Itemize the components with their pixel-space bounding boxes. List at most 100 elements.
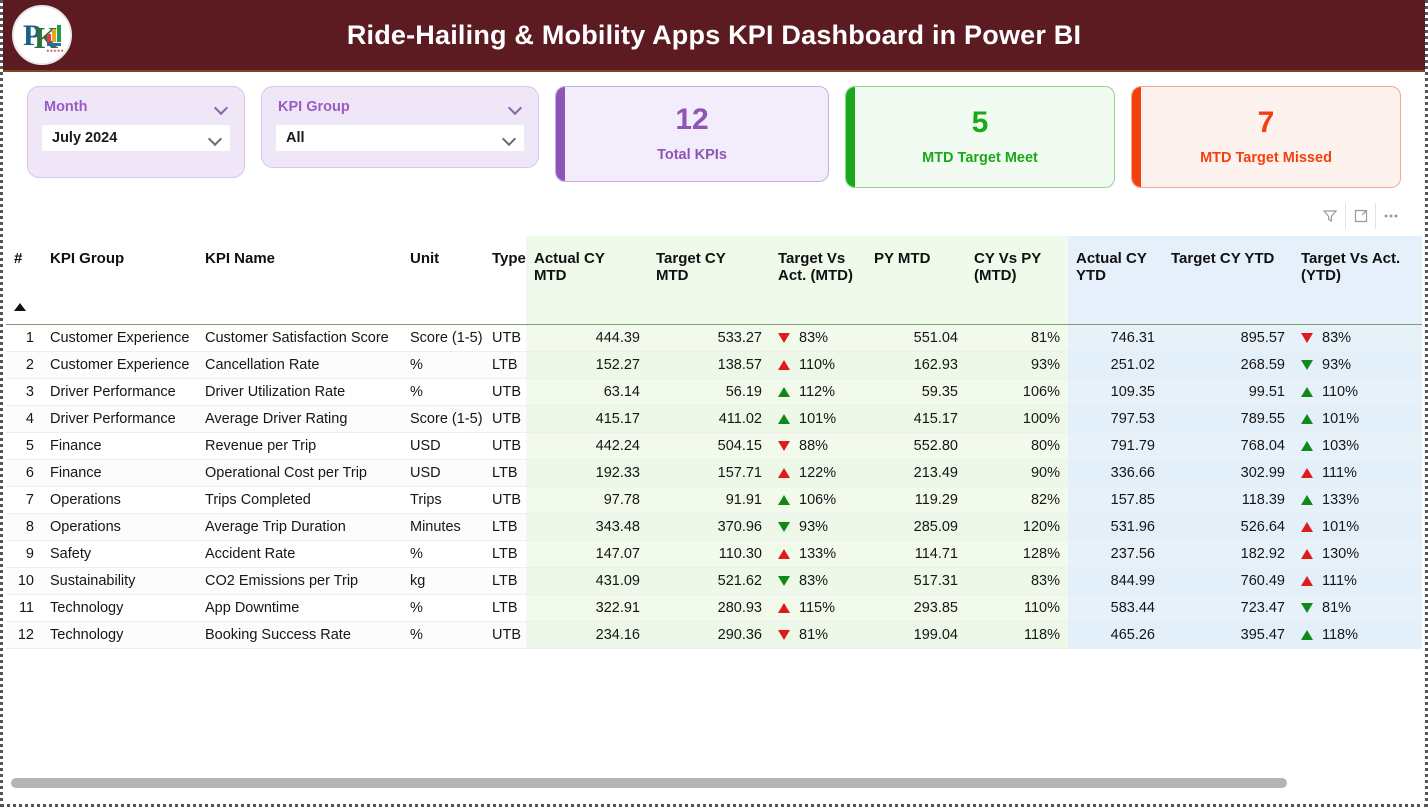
table-row[interactable]: 7 Operations Trips Completed Trips UTB 97.78 9… — [6, 486, 1422, 514]
svg-text:★★★★★: ★★★★★ — [46, 48, 64, 53]
cell-index: 2 — [6, 351, 42, 379]
cell-target-cy-ytd: 723.47 — [1163, 594, 1293, 622]
cell-py-mtd: 199.04 — [866, 621, 966, 649]
cell-index: 4 — [6, 405, 42, 433]
triangle-down-icon — [778, 440, 790, 451]
triangle-up-icon — [1301, 386, 1313, 397]
cell-actual-cy-ytd: 336.66 — [1068, 459, 1163, 487]
kpi-card-mtd-target-meet-value: 5 — [971, 106, 989, 139]
column-header-target-vs-act-ytd[interactable]: Target Vs Act. (YTD) — [1293, 236, 1422, 325]
cell-target-cy-mtd: 504.15 — [648, 432, 770, 460]
column-header-target-cy-mtd[interactable]: Target CY MTD — [648, 236, 770, 325]
table-row[interactable]: 2 Customer Experience Cancellation Rate% LT… — [6, 351, 1422, 379]
triangle-down-icon — [778, 575, 790, 586]
table-row[interactable]: 11 Technology App Downtime% LTB 322.91 280.93… — [6, 594, 1422, 622]
slicer-month[interactable]: Month July 2024 — [27, 86, 245, 178]
cell-unit: Trips — [402, 486, 484, 514]
cell-target-vs-act-ytd: 111% — [1293, 459, 1422, 487]
column-header-type[interactable]: Type — [484, 236, 526, 325]
table-row[interactable]: 3 Driver Performance Driver Utilization Ra… — [6, 378, 1422, 406]
cell-unit: % — [402, 378, 484, 406]
cell-kpi-group: Technology — [42, 621, 197, 649]
chevron-down-icon[interactable] — [209, 134, 222, 142]
triangle-down-icon — [1301, 332, 1313, 343]
cell-kpi-group: Driver Performance — [42, 405, 197, 433]
table-row[interactable]: 10 Sustainability CO2 Emissions per Trip kg… — [6, 567, 1422, 595]
slicer-kpi-group-dropdown[interactable]: All — [276, 125, 524, 151]
cell-target-cy-mtd: 521.62 — [648, 567, 770, 595]
cell-kpi-group: Finance — [42, 432, 197, 460]
sort-ascending-icon[interactable] — [14, 303, 26, 311]
kpi-card-mtd-target-meet[interactable]: 5 MTD Target Meet — [845, 86, 1115, 188]
cell-target-vs-act-mtd: 110% — [770, 351, 866, 379]
cell-actual-cy-ytd: 746.31 — [1068, 324, 1163, 352]
triangle-up-icon — [778, 467, 790, 478]
cell-target-cy-ytd: 789.55 — [1163, 405, 1293, 433]
cell-kpi-name: Customer Satisfaction Score — [197, 324, 402, 352]
kpi-table-container[interactable]: # KPI Group KPI Name Unit Type Actual CY… — [6, 236, 1422, 768]
kpi-card-mtd-target-missed[interactable]: 7 MTD Target Missed — [1131, 86, 1401, 188]
cell-py-mtd: 119.29 — [866, 486, 966, 514]
column-header-py-mtd[interactable]: PY MTD — [866, 236, 966, 325]
column-header-unit[interactable]: Unit — [402, 236, 484, 325]
kpi-card-total-kpis-value: 12 — [675, 103, 709, 136]
table-row[interactable]: 5 Finance Revenue per Trip USD UTB 442.24 504.… — [6, 432, 1422, 460]
cell-kpi-group: Customer Experience — [42, 351, 197, 379]
card-accent-bar — [846, 87, 855, 187]
cell-target-vs-act-mtd: 93% — [770, 513, 866, 541]
cell-type: LTB — [484, 351, 526, 379]
kpi-card-total-kpis[interactable]: 12 Total KPIs — [555, 86, 829, 182]
column-header-index[interactable]: # — [6, 236, 42, 325]
cell-target-cy-ytd: 760.49 — [1163, 567, 1293, 595]
kpi-card-mtd-target-meet-label: MTD Target Meet — [922, 150, 1038, 166]
triangle-up-icon — [1301, 521, 1313, 532]
column-header-target-vs-act-mtd[interactable]: Target Vs Act. (MTD) — [770, 236, 866, 325]
more-options-icon[interactable] — [1375, 203, 1405, 229]
triangle-up-icon — [778, 413, 790, 424]
table-row[interactable]: 8 Operations Average Trip Duration Minutes L… — [6, 513, 1422, 541]
cell-target-cy-ytd: 182.92 — [1163, 540, 1293, 568]
column-header-cy-vs-py-mtd[interactable]: CY Vs PY (MTD) — [966, 236, 1068, 325]
chevron-down-icon[interactable] — [509, 103, 522, 111]
chevron-down-icon[interactable] — [503, 134, 516, 142]
cell-kpi-name: Trips Completed — [197, 486, 402, 514]
column-header-kpi-group[interactable]: KPI Group — [42, 236, 197, 325]
percent-value: 133% — [1322, 491, 1360, 508]
table-row[interactable]: 4 Driver Performance Average Driver Rating… — [6, 405, 1422, 433]
column-header-actual-cy-mtd[interactable]: Actual CY MTD — [526, 236, 648, 325]
triangle-down-icon — [778, 332, 790, 343]
column-header-kpi-name[interactable]: KPI Name — [197, 236, 402, 325]
triangle-up-icon — [1301, 575, 1313, 586]
cell-unit: USD — [402, 459, 484, 487]
table-row[interactable]: 6 Finance Operational Cost per Trip USD LTB 1… — [6, 459, 1422, 487]
percent-value: 122% — [799, 464, 837, 481]
table-row[interactable]: 12 Technology Booking Success Rate% UTB 234.… — [6, 621, 1422, 649]
slicer-month-dropdown[interactable]: July 2024 — [42, 125, 230, 151]
slicer-month-value: July 2024 — [52, 130, 118, 146]
cell-actual-cy-mtd: 234.16 — [526, 621, 648, 649]
scrollbar-thumb[interactable] — [11, 778, 1287, 788]
cell-index: 8 — [6, 513, 42, 541]
cell-target-vs-act-ytd: 111% — [1293, 567, 1422, 595]
cell-index: 1 — [6, 324, 42, 352]
slicer-kpi-group[interactable]: KPI Group All — [261, 86, 539, 168]
cell-target-cy-ytd: 99.51 — [1163, 378, 1293, 406]
cell-index: 5 — [6, 432, 42, 460]
column-header-actual-cy-ytd[interactable]: Actual CY YTD — [1068, 236, 1163, 325]
column-header-target-cy-ytd[interactable]: Target CY YTD — [1163, 236, 1293, 325]
table-row[interactable]: 9 Safety Accident Rate% LTB 147.07 110.30 133%… — [6, 540, 1422, 568]
slicer-kpi-group-label: KPI Group — [278, 99, 350, 115]
cell-actual-cy-mtd: 415.17 — [526, 405, 648, 433]
cell-py-mtd: 551.04 — [866, 324, 966, 352]
chevron-down-icon[interactable] — [215, 103, 228, 111]
triangle-down-icon — [1301, 359, 1313, 370]
cell-index: 9 — [6, 540, 42, 568]
filter-icon[interactable] — [1315, 203, 1345, 229]
filters-and-kpi-cards: Month July 2024 KPI Group All 12 Total K… — [3, 72, 1425, 197]
focus-mode-icon[interactable] — [1345, 203, 1375, 229]
cell-kpi-name: App Downtime — [197, 594, 402, 622]
cell-index: 10 — [6, 567, 42, 595]
horizontal-scrollbar[interactable] — [11, 778, 1417, 790]
table-row[interactable]: 1 Customer Experience Customer Satisfactio… — [6, 324, 1422, 352]
cell-actual-cy-mtd: 63.14 — [526, 378, 648, 406]
